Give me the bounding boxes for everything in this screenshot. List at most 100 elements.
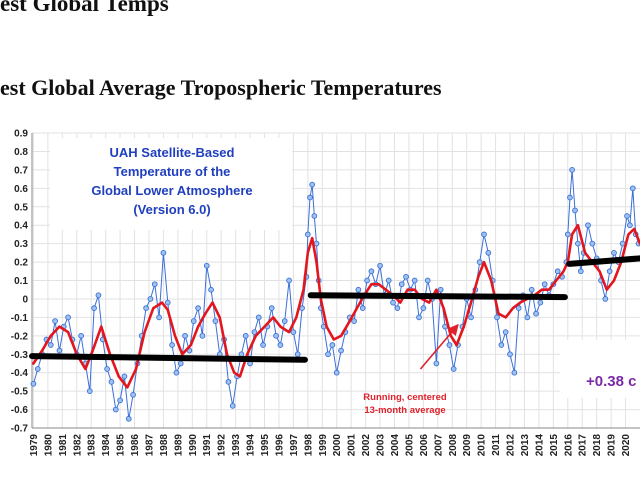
- monthly-point: [629, 185, 636, 192]
- monthly-point: [294, 351, 301, 358]
- period-average-series: [29, 255, 640, 363]
- period-average-line: [29, 353, 308, 363]
- monthly-point: [208, 286, 214, 293]
- monthly-point: [108, 379, 115, 385]
- monthly-point: [329, 342, 336, 348]
- monthly-point: [567, 194, 573, 201]
- x-tick-label: 2014: [534, 434, 545, 457]
- monthly-point: [572, 207, 578, 214]
- monthly-point: [164, 299, 171, 306]
- monthly-point: [564, 231, 571, 238]
- monthly-point: [117, 397, 123, 404]
- x-tick-label: 2019: [607, 434, 618, 457]
- monthly-point: [195, 305, 201, 312]
- x-tick-label: 2004: [390, 434, 401, 457]
- monthly-point: [260, 342, 266, 348]
- monthly-point: [86, 388, 93, 394]
- main-title: est Global Average Tropospheric Temperat…: [0, 75, 442, 100]
- x-tick-label: 1985: [116, 434, 127, 457]
- monthly-point: [507, 351, 513, 358]
- y-tick-label: -0.6: [11, 405, 29, 416]
- monthly-point: [359, 305, 366, 312]
- info-line-3: Global Lower Atmosphere: [91, 183, 252, 198]
- monthly-point: [30, 380, 37, 387]
- monthly-point: [311, 213, 318, 219]
- monthly-point: [511, 369, 518, 376]
- y-tick-label: -0.4: [11, 368, 29, 379]
- y-tick-label: 0.2: [14, 258, 28, 269]
- monthly-point: [112, 406, 119, 413]
- monthly-point: [524, 314, 531, 321]
- x-tick-label: 1980: [43, 434, 54, 457]
- monthly-point: [368, 268, 375, 275]
- y-tick-label: -0.1: [11, 313, 29, 324]
- monthly-point: [307, 194, 313, 201]
- monthly-point: [160, 249, 167, 256]
- monthly-point: [229, 403, 236, 409]
- period-average-line: [566, 255, 640, 267]
- monthly-point: [533, 310, 539, 317]
- monthly-point: [411, 277, 418, 284]
- y-tick-label: -0.2: [11, 331, 29, 342]
- monthly-point: [585, 222, 591, 229]
- y-tick-label: -0.5: [11, 387, 29, 398]
- monthly-point: [355, 286, 362, 293]
- monthly-point: [277, 342, 284, 348]
- x-tick-label: 2000: [332, 434, 343, 457]
- monthly-point: [611, 249, 617, 256]
- monthly-point: [290, 329, 297, 335]
- x-tick-label: 2006: [419, 434, 430, 457]
- monthly-point: [251, 329, 258, 335]
- monthly-point: [437, 286, 444, 293]
- monthly-point: [268, 305, 275, 312]
- monthly-point: [364, 277, 370, 284]
- monthly-point: [190, 318, 197, 324]
- period-average-line: [307, 292, 568, 301]
- shift-box-background: [560, 340, 640, 398]
- x-tick-label: 1998: [303, 434, 314, 457]
- monthly-point: [390, 299, 396, 306]
- x-tick-label: 1979: [29, 434, 40, 457]
- x-tick-label: 2001: [347, 434, 358, 457]
- monthly-point: [416, 314, 422, 321]
- y-tick-label: 0.1: [14, 276, 28, 287]
- x-tick-label: 2005: [404, 434, 415, 457]
- x-tick-label: 1989: [173, 434, 184, 457]
- monthly-point: [485, 249, 492, 256]
- x-tick-label: 2009: [462, 434, 473, 457]
- running-average-line: [32, 223, 640, 389]
- monthly-point: [606, 268, 613, 275]
- x-tick-label: 2010: [477, 434, 488, 457]
- x-tick-label: 1982: [72, 434, 83, 457]
- x-tick-label: 1992: [217, 434, 228, 457]
- monthly-point: [398, 281, 405, 288]
- monthly-point: [394, 305, 401, 312]
- monthly-point: [34, 366, 41, 372]
- monthly-point: [199, 332, 206, 339]
- monthly-point: [554, 268, 561, 275]
- axes: [31, 133, 640, 429]
- monthly-point: [577, 268, 584, 275]
- shift-box: +0.38 c: [560, 340, 640, 398]
- monthly-point: [156, 314, 162, 321]
- monthly-point: [177, 360, 184, 367]
- monthly-point: [420, 305, 427, 312]
- annotation-line-1: Running, centered: [363, 392, 447, 403]
- monthly-point: [494, 314, 500, 321]
- y-tick-label: 0.8: [14, 147, 28, 158]
- monthly-point: [242, 332, 249, 339]
- monthly-point: [450, 366, 457, 372]
- monthly-point: [589, 240, 596, 247]
- monthly-point: [151, 281, 158, 288]
- monthly-point: [91, 305, 97, 312]
- monthly-point: [338, 347, 344, 354]
- x-tick-label: 1986: [130, 434, 141, 457]
- monthly-point: [403, 273, 409, 280]
- x-tick-label: 1996: [274, 434, 285, 457]
- monthly-point: [121, 373, 128, 380]
- monthly-point: [325, 351, 331, 358]
- x-tick-label: 2012: [506, 434, 517, 457]
- y-tick-label: 0.5: [14, 202, 28, 213]
- y-tick-label: 0.3: [14, 239, 28, 250]
